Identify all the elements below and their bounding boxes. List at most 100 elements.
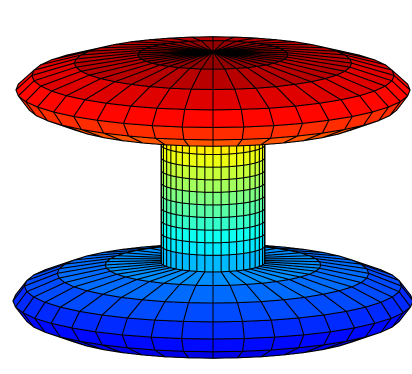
- surface-patch: [170, 250, 177, 270]
- surface-patch: [183, 302, 214, 323]
- surface-patch: [166, 211, 172, 227]
- surface-patch: [249, 200, 256, 216]
- surface-patch: [243, 214, 251, 229]
- surface-patch: [181, 164, 190, 180]
- surface-mesh: [12, 36, 412, 359]
- surface-patch: [254, 173, 260, 189]
- surface-patch: [181, 202, 190, 217]
- surface-patch: [212, 350, 243, 359]
- surface-patch: [249, 238, 256, 253]
- surface-patch: [170, 175, 177, 190]
- surface-patch: [166, 186, 172, 202]
- surface-patch: [204, 191, 214, 206]
- surface-patch: [151, 107, 186, 128]
- surface-patch: [243, 239, 251, 254]
- surface-patch: [170, 212, 177, 228]
- surface-patch: [175, 163, 183, 179]
- surface-patch: [220, 241, 230, 256]
- surface-patch: [228, 178, 238, 193]
- surface-patch: [175, 176, 183, 191]
- surface-patch: [175, 239, 183, 254]
- surface-patch: [175, 151, 183, 166]
- surface-patch: [181, 240, 190, 255]
- surface-patch: [236, 177, 245, 192]
- surface-patch: [170, 225, 177, 241]
- surface-patch: [212, 338, 245, 353]
- surface-patch: [175, 226, 183, 242]
- surface-patch: [212, 138, 243, 147]
- surface-patch: [220, 178, 230, 193]
- surface-patch: [249, 175, 256, 190]
- surface-patch: [204, 229, 214, 244]
- surface-patch: [181, 252, 190, 272]
- surface-patch: [254, 249, 260, 269]
- surface-patch: [196, 241, 206, 256]
- surface-patch: [241, 125, 275, 140]
- surface-patch: [249, 225, 256, 241]
- surface-patch: [150, 336, 184, 352]
- surface-patch: [196, 203, 206, 218]
- surface-patch: [181, 227, 190, 243]
- surface-patch: [220, 153, 230, 168]
- surface-patch: [212, 179, 222, 193]
- surface-patch: [236, 189, 245, 205]
- surface-patch: [212, 229, 222, 244]
- surface-patch: [236, 164, 245, 180]
- surface-patch: [181, 320, 214, 340]
- surface-patch: [243, 201, 251, 217]
- surface-patch: [204, 166, 214, 181]
- surface-patch: [236, 227, 245, 243]
- surface-patch: [212, 126, 245, 141]
- surface-patch: [170, 187, 177, 203]
- surface-patch: [249, 187, 256, 203]
- surface-patch: [170, 162, 177, 178]
- surface-patch: [166, 161, 172, 177]
- surface-patch: [228, 190, 238, 205]
- surface-patch: [204, 179, 214, 193]
- surface-patch: [220, 191, 230, 206]
- surface-patch: [242, 336, 276, 352]
- surface-patch: [181, 177, 190, 192]
- surface-patch: [183, 350, 214, 359]
- surface-patch: [228, 228, 238, 243]
- surface-patch: [196, 254, 206, 273]
- surface-patch: [188, 241, 198, 256]
- surface-patch: [220, 229, 230, 244]
- surface-patch: [220, 216, 230, 231]
- surface-patch: [196, 153, 206, 168]
- surface-patch: [181, 152, 190, 167]
- surface-patch: [220, 203, 230, 218]
- surface-patch: [212, 191, 222, 206]
- surface-patch: [188, 178, 198, 193]
- surface-patch: [166, 224, 172, 240]
- surface-patch: [228, 215, 238, 231]
- surface-patch: [166, 236, 172, 252]
- surface-patch: [166, 148, 172, 164]
- surface-patch: [212, 166, 222, 181]
- surface-patch: [270, 317, 305, 338]
- surface-patch: [183, 138, 214, 147]
- surface-patch: [196, 216, 206, 231]
- surface-patch: [243, 226, 251, 242]
- surface-patch: [204, 153, 214, 168]
- surface-patch: [212, 108, 245, 128]
- surface-patch: [254, 211, 260, 227]
- surface-patch: [200, 51, 214, 70]
- surface-patch: [181, 108, 214, 128]
- surface-patch: [236, 152, 245, 167]
- surface-patch: [220, 254, 230, 273]
- surface-patch: [220, 166, 230, 181]
- surface-patch: [249, 250, 256, 270]
- surface-patch: [150, 319, 184, 339]
- surface-patch: [236, 252, 245, 272]
- surface-patch: [242, 319, 276, 339]
- surface-patch: [212, 320, 245, 340]
- surface-patch: [188, 165, 198, 180]
- surface-patch: [243, 176, 251, 191]
- surface-patch: [181, 126, 214, 141]
- surface-patch: [196, 166, 206, 181]
- surface-patch: [254, 236, 260, 252]
- surface-patch: [204, 216, 214, 231]
- surface-patch: [204, 254, 214, 273]
